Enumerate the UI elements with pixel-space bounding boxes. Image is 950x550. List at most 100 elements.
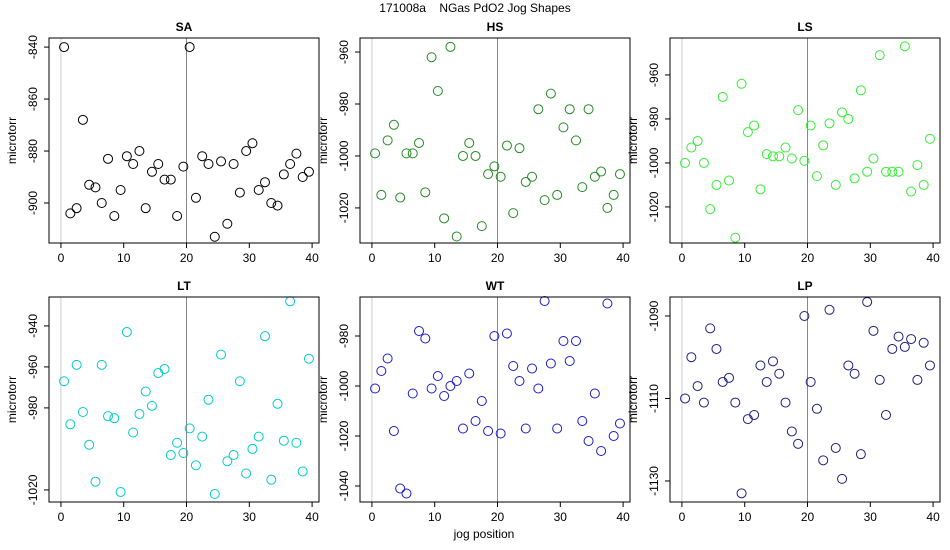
- point: [96, 197, 107, 208]
- point: [165, 450, 176, 461]
- x-tick-label: 10: [428, 251, 442, 265]
- point: [730, 232, 741, 243]
- point: [755, 184, 766, 195]
- point: [445, 41, 456, 52]
- point: [451, 231, 462, 242]
- point: [234, 187, 245, 198]
- y-axis-label: microtorr: [316, 117, 330, 164]
- point: [197, 431, 208, 442]
- y-axis-label: microtorr: [5, 117, 19, 164]
- point: [805, 376, 816, 387]
- point: [414, 326, 425, 336]
- point: [711, 343, 722, 354]
- point: [153, 368, 164, 379]
- point: [222, 218, 233, 229]
- point: [868, 325, 879, 336]
- point: [589, 388, 600, 399]
- point: [84, 179, 95, 190]
- x-tick-label: 40: [926, 251, 940, 265]
- x-tick-label: 20: [491, 510, 505, 524]
- point: [103, 411, 114, 422]
- point: [260, 331, 270, 342]
- point: [285, 296, 296, 307]
- point: [278, 169, 289, 180]
- point: [121, 327, 132, 338]
- point: [539, 296, 550, 306]
- point: [96, 359, 107, 370]
- point: [109, 210, 120, 221]
- x-tick-label: 30: [243, 251, 257, 265]
- point: [583, 436, 594, 446]
- point: [862, 296, 873, 307]
- y-tick-label: -1040: [337, 470, 351, 501]
- point: [439, 213, 450, 224]
- x-tick-label: 30: [864, 251, 878, 265]
- point: [818, 140, 829, 151]
- point: [234, 376, 245, 387]
- y-tick-label: -1130: [647, 466, 661, 496]
- point: [608, 189, 619, 200]
- point: [698, 397, 709, 408]
- point: [476, 396, 487, 406]
- point: [736, 488, 747, 499]
- panel-title: HS: [487, 20, 504, 34]
- point: [589, 171, 600, 182]
- point: [899, 341, 910, 352]
- point: [786, 426, 797, 437]
- point: [799, 155, 810, 166]
- point: [824, 118, 835, 129]
- point: [209, 489, 220, 500]
- point: [705, 204, 716, 215]
- point: [297, 172, 308, 183]
- point: [862, 166, 873, 177]
- point: [881, 409, 891, 420]
- point: [533, 104, 544, 115]
- point: [115, 486, 126, 497]
- point: [90, 182, 101, 193]
- point: [924, 360, 935, 371]
- point: [558, 336, 569, 346]
- point: [228, 450, 239, 461]
- point: [874, 50, 885, 61]
- y-axis-label: microtorr: [5, 376, 19, 423]
- point: [489, 161, 500, 172]
- point: [65, 208, 76, 219]
- point: [906, 186, 917, 197]
- y-tick-label: -960: [337, 40, 351, 64]
- x-tick-label: 40: [926, 510, 940, 524]
- point: [811, 403, 822, 414]
- point: [388, 426, 399, 436]
- point: [571, 135, 581, 146]
- y-tick-label: -960: [647, 63, 661, 87]
- point: [818, 455, 829, 466]
- point: [216, 156, 227, 167]
- y-axis-label: microtorr: [626, 117, 640, 164]
- point: [382, 353, 393, 364]
- point: [121, 151, 132, 162]
- point: [420, 333, 431, 344]
- plot-frame: [359, 296, 631, 503]
- x-tick-label: 10: [117, 251, 131, 265]
- point: [520, 176, 531, 187]
- y-tick-label: -860: [26, 87, 40, 111]
- point: [197, 151, 208, 162]
- x-tick-label: 0: [369, 510, 376, 524]
- point: [849, 368, 860, 379]
- point: [508, 208, 519, 219]
- point: [370, 148, 381, 159]
- point: [476, 221, 487, 232]
- point: [247, 443, 258, 454]
- point: [596, 446, 607, 456]
- y-tick-label: -960: [26, 355, 40, 379]
- point: [508, 361, 519, 371]
- point: [837, 473, 848, 484]
- point: [686, 142, 697, 153]
- point: [146, 166, 157, 177]
- point: [887, 343, 898, 354]
- y-tick-label: -1020: [337, 420, 351, 451]
- point: [824, 304, 835, 315]
- point: [918, 337, 929, 348]
- point: [736, 78, 747, 89]
- point: [90, 476, 101, 487]
- point: [755, 360, 766, 371]
